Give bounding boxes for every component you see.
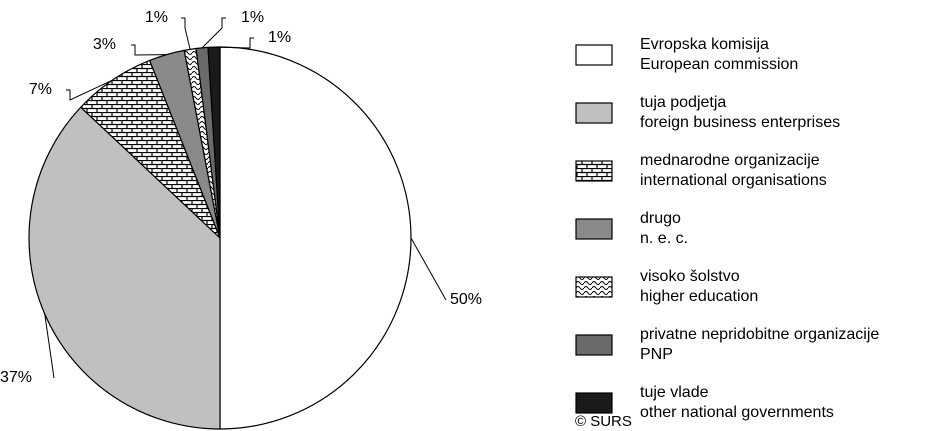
legend-label: visoko šolstvo	[640, 268, 740, 285]
data-label: 50%	[450, 291, 482, 308]
leader-line	[66, 79, 113, 101]
legend-swatch	[575, 334, 613, 356]
legend-label: drugo	[640, 210, 681, 227]
leader-line	[213, 37, 254, 49]
data-label: 1%	[268, 29, 291, 46]
legend-label: n. e. c.	[640, 230, 688, 247]
legend-label: PNP	[640, 346, 673, 363]
legend-label: tuje vlade	[640, 384, 709, 401]
legend-label: international organisations	[640, 172, 827, 189]
legend-swatch	[575, 276, 613, 298]
data-label: 1%	[241, 9, 264, 26]
legend-label: privatne nepridobitne organizacije	[640, 326, 879, 343]
legend-swatch	[575, 218, 613, 240]
leader-line	[410, 237, 447, 301]
legend-swatch	[575, 102, 613, 124]
data-label: 3%	[93, 36, 116, 53]
leader-line	[201, 17, 226, 49]
legend-label: mednarodne organizacije	[640, 152, 820, 169]
legend-swatch	[575, 392, 613, 414]
data-label: 37%	[0, 369, 32, 386]
legend-label: foreign business enterprises	[640, 114, 840, 131]
legend-label: European commission	[640, 56, 798, 73]
leader-line	[44, 313, 55, 379]
pie-slice	[219, 46, 412, 430]
leader-line	[131, 44, 167, 56]
legend-label: other national governments	[640, 404, 834, 421]
legend-label: Evropska komisija	[640, 36, 769, 53]
legend-label: tuja podjetja	[640, 94, 726, 111]
pie-slice	[28, 106, 221, 430]
data-label: 7%	[29, 81, 52, 98]
legend-label: higher education	[640, 288, 758, 305]
legend-swatch	[575, 44, 613, 66]
data-label: 1%	[145, 9, 168, 26]
leader-line	[181, 17, 191, 50]
source: © SURS	[575, 413, 632, 430]
legend-swatch	[575, 160, 613, 182]
